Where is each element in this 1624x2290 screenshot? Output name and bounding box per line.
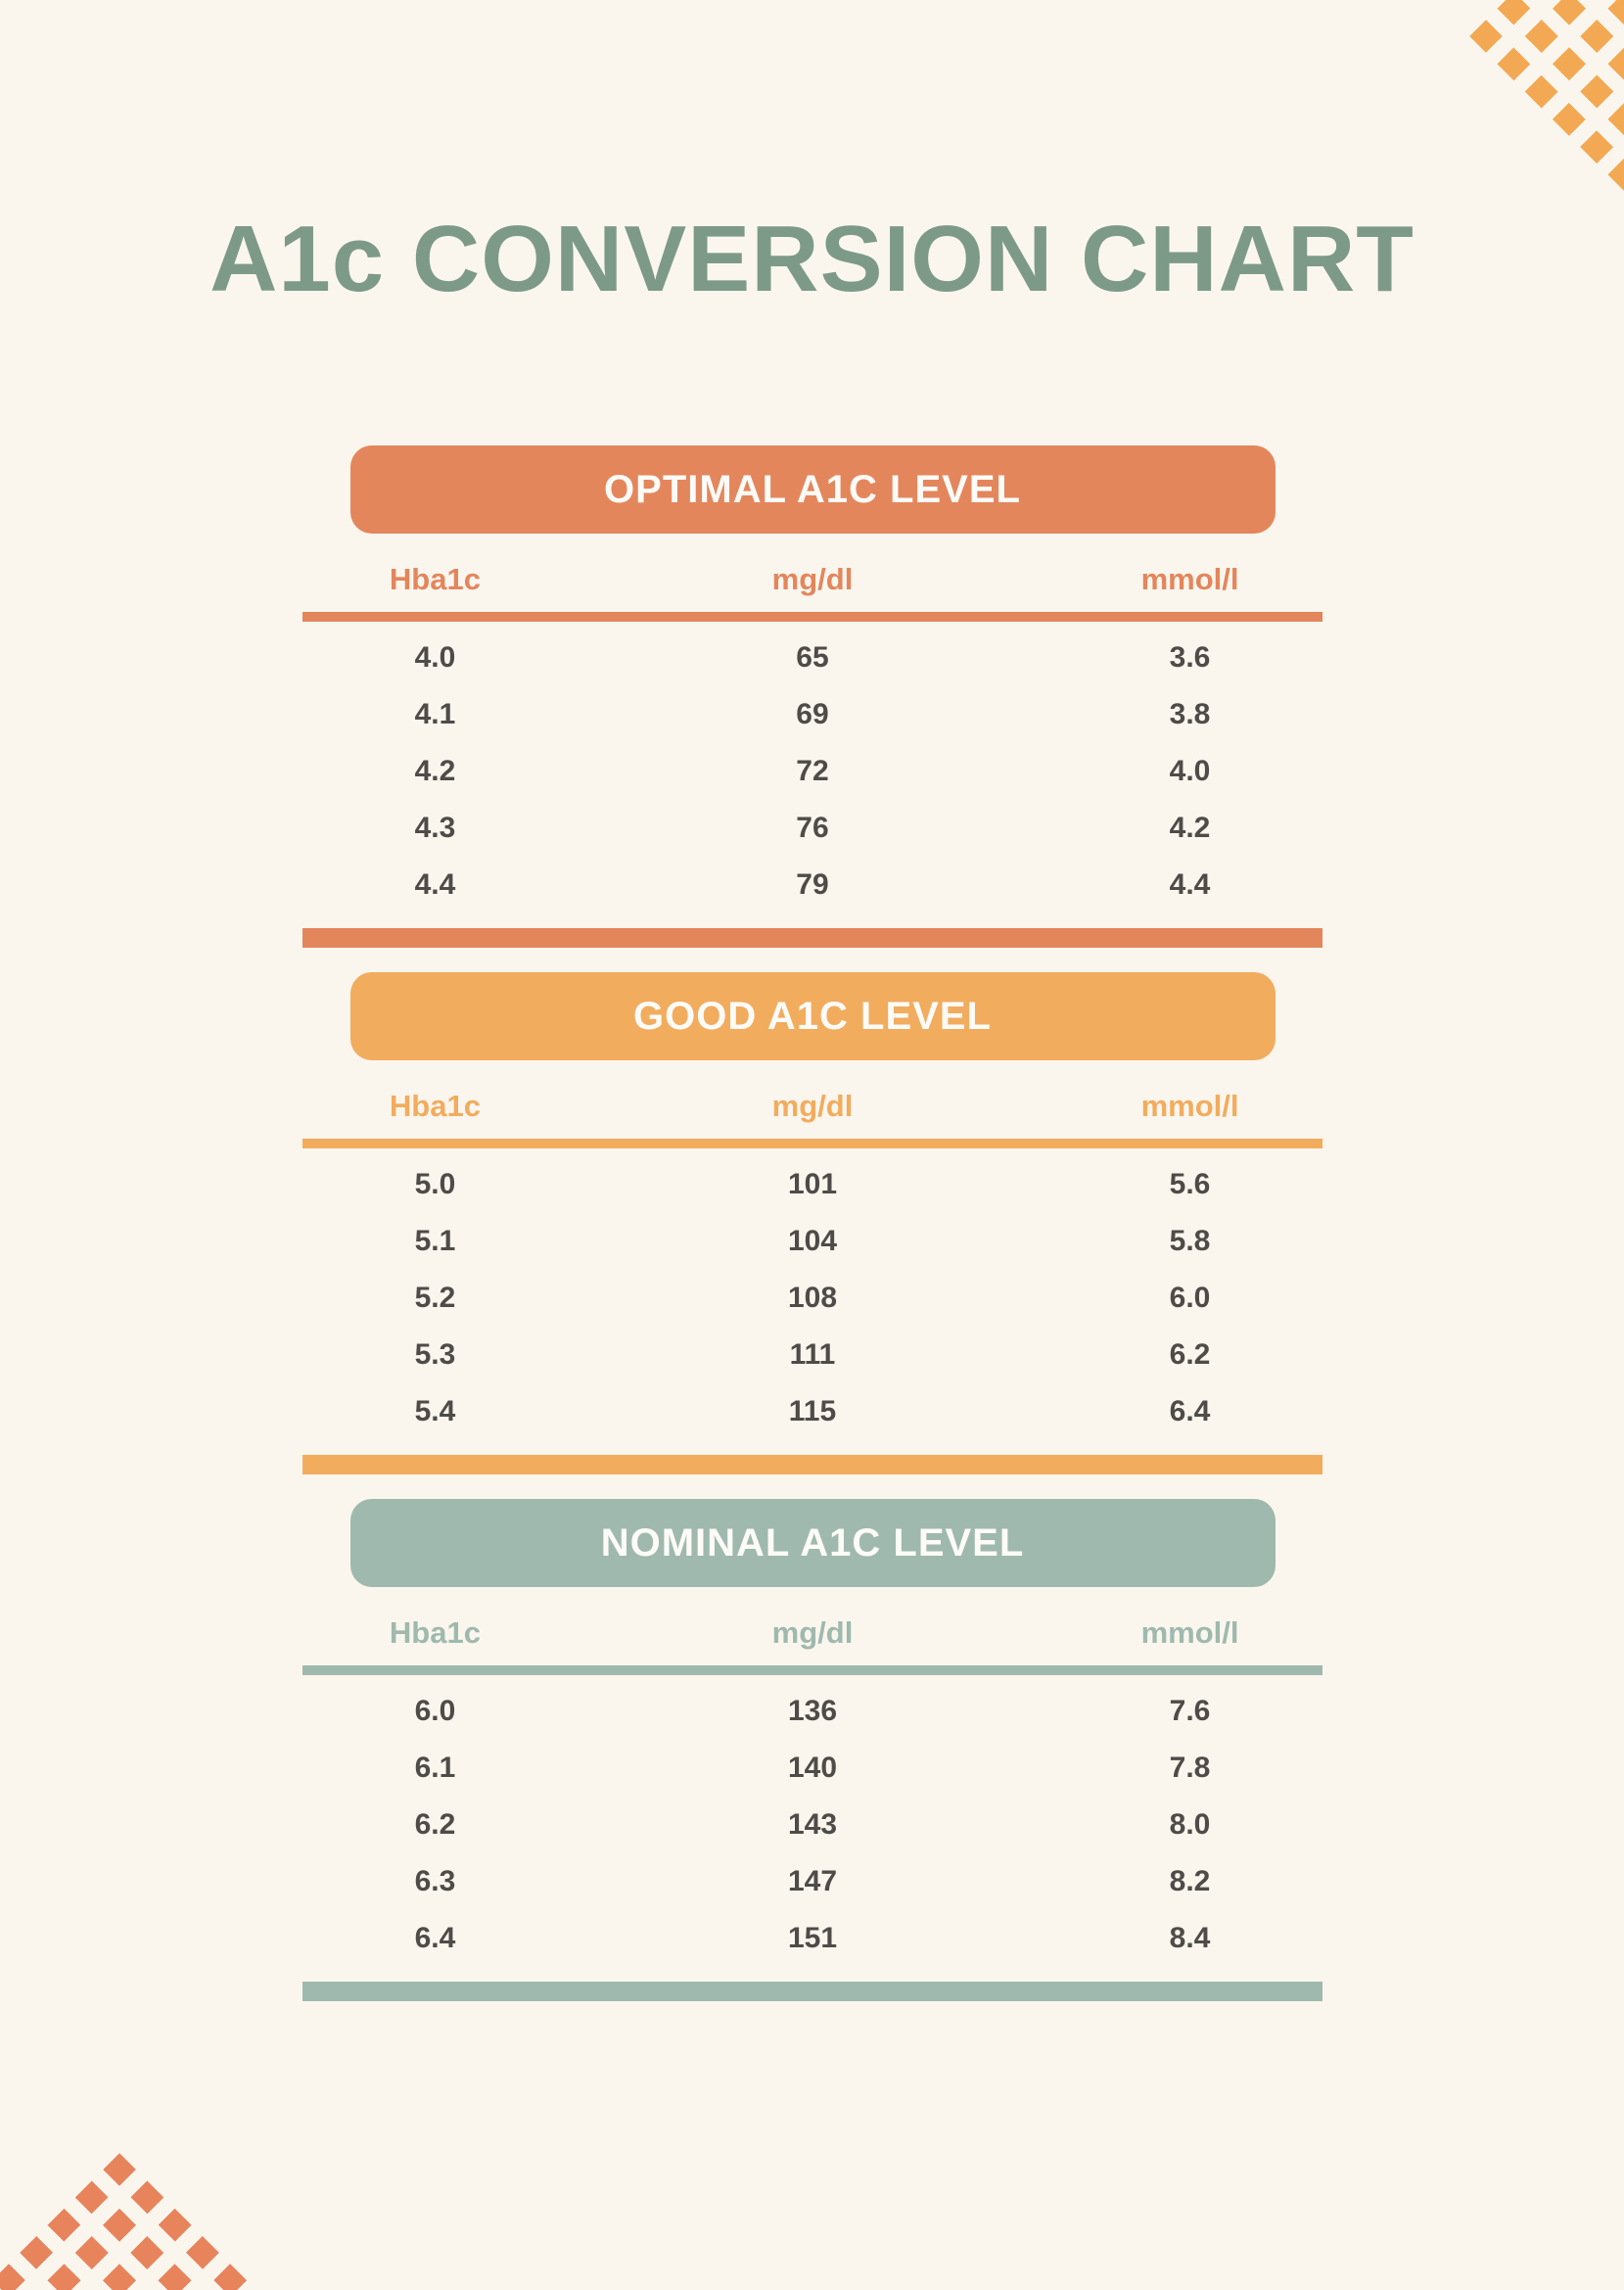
cell-mmoll: 8.2: [1169, 1865, 1211, 1897]
cell-mgdl: 115: [788, 1395, 837, 1427]
cell-hba1c: 4.1: [414, 698, 456, 730]
column-header-mmoll: mmol/l: [1140, 1615, 1239, 1650]
cell-hba1c: 6.3: [414, 1865, 456, 1897]
cell-mmoll: 7.6: [1169, 1695, 1211, 1727]
cell-mgdl: 108: [787, 1282, 838, 1314]
table-row: 4.0 65 3.6: [302, 630, 1322, 686]
cell-hba1c: 4.0: [414, 641, 456, 674]
cell-mgdl: 79: [796, 868, 829, 901]
cell-hba1c: 6.2: [414, 1808, 456, 1841]
cell-mmoll: 8.0: [1169, 1808, 1211, 1841]
table-row: 6.4 151 8.4: [302, 1910, 1322, 1967]
table-row: 5.3 111 6.2: [302, 1327, 1322, 1383]
cell-mgdl: 151: [787, 1922, 838, 1954]
table-body: 6.0 136 7.6 6.1 140 7.8 6.2 143 8.0 6.3 …: [302, 1675, 1322, 1975]
table-row: 5.2 108 6.0: [302, 1270, 1322, 1327]
cell-mmoll: 3.8: [1169, 698, 1211, 730]
cell-mmoll: 7.8: [1169, 1752, 1211, 1784]
cell-hba1c: 5.2: [414, 1282, 456, 1314]
table-row: 5.0 101 5.6: [302, 1156, 1322, 1213]
table-row: 4.2 72 4.0: [302, 743, 1322, 800]
column-header-hba1c: Hba1c: [389, 1615, 481, 1650]
diamond-pattern-bottom-left: [0, 2153, 330, 2290]
cell-mmoll: 3.6: [1169, 641, 1211, 674]
column-header-mgdl: mg/dl: [771, 562, 854, 596]
cell-hba1c: 4.4: [414, 868, 456, 901]
table-row: 6.3 147 8.2: [302, 1853, 1322, 1910]
cell-mmoll: 4.2: [1169, 812, 1211, 844]
section-bottom-bar: [302, 1982, 1322, 2001]
cell-mmoll: 6.0: [1169, 1282, 1211, 1314]
cell-mgdl: 111: [789, 1338, 836, 1371]
cell-mgdl: 147: [787, 1865, 838, 1897]
cell-hba1c: 6.0: [414, 1695, 456, 1727]
cell-hba1c: 4.3: [414, 812, 456, 844]
header-divider: [302, 612, 1322, 622]
cell-hba1c: 5.1: [414, 1225, 456, 1257]
cell-mgdl: 101: [787, 1168, 838, 1200]
column-header-row: Hba1c mg/dl mmol/l: [302, 547, 1322, 612]
cell-hba1c: 4.2: [414, 755, 456, 787]
cell-hba1c: 5.4: [414, 1395, 456, 1427]
table-row: 4.1 69 3.8: [302, 686, 1322, 743]
cell-mgdl: 69: [796, 698, 829, 730]
table-row: 6.2 143 8.0: [302, 1797, 1322, 1853]
cell-mgdl: 143: [787, 1808, 838, 1841]
cell-mmoll: 4.0: [1169, 755, 1211, 787]
column-header-hba1c: Hba1c: [389, 1089, 481, 1123]
section-title-pill: OPTIMAL A1C LEVEL: [349, 445, 1276, 534]
header-divider: [302, 1665, 1322, 1675]
cell-hba1c: 6.4: [414, 1922, 456, 1954]
table-row: 5.1 104 5.8: [302, 1213, 1322, 1270]
section-title: OPTIMAL A1C LEVEL: [604, 467, 1021, 511]
column-header-mgdl: mg/dl: [771, 1089, 854, 1123]
cell-mmoll: 6.4: [1169, 1395, 1211, 1427]
section-good-a1c-level: GOOD A1C LEVEL Hba1c mg/dl mmol/l 5.0 10…: [302, 972, 1322, 1474]
table-row: 4.4 79 4.4: [302, 857, 1322, 913]
conversion-tables: OPTIMAL A1C LEVEL Hba1c mg/dl mmol/l 4.0…: [302, 445, 1322, 2026]
section-nominal-a1c-level: NOMINAL A1C LEVEL Hba1c mg/dl mmol/l 6.0…: [302, 1499, 1322, 2001]
cell-hba1c: 5.3: [414, 1338, 456, 1371]
page-title: A1c CONVERSION CHART: [209, 207, 1415, 311]
section-title: GOOD A1C LEVEL: [633, 994, 992, 1038]
section-title-pill: NOMINAL A1C LEVEL: [349, 1499, 1276, 1587]
table-row: 5.4 115 6.4: [302, 1383, 1322, 1440]
section-bottom-bar: [302, 1455, 1322, 1474]
cell-mmoll: 4.4: [1169, 868, 1211, 901]
cell-mgdl: 140: [787, 1752, 838, 1784]
table-body: 5.0 101 5.6 5.1 104 5.8 5.2 108 6.0 5.3 …: [302, 1148, 1322, 1448]
table-row: 6.1 140 7.8: [302, 1740, 1322, 1797]
column-header-row: Hba1c mg/dl mmol/l: [302, 1601, 1322, 1665]
cell-mgdl: 65: [796, 641, 829, 674]
cell-mmoll: 8.4: [1169, 1922, 1211, 1954]
column-header-mmoll: mmol/l: [1140, 1089, 1239, 1123]
cell-mgdl: 72: [796, 755, 829, 787]
table-body: 4.0 65 3.6 4.1 69 3.8 4.2 72 4.0 4.3 76: [302, 622, 1322, 921]
section-title: NOMINAL A1C LEVEL: [600, 1520, 1025, 1565]
cell-mmoll: 6.2: [1169, 1338, 1211, 1371]
cell-mgdl: 76: [796, 812, 829, 844]
column-header-mmoll: mmol/l: [1140, 562, 1239, 596]
column-header-mgdl: mg/dl: [771, 1615, 854, 1650]
header-divider: [302, 1139, 1322, 1148]
column-header-hba1c: Hba1c: [389, 562, 481, 596]
cell-mgdl: 104: [787, 1225, 838, 1257]
section-bottom-bar: [302, 928, 1322, 948]
table-row: 6.0 136 7.6: [302, 1683, 1322, 1740]
cell-mmoll: 5.6: [1169, 1168, 1211, 1200]
cell-mgdl: 136: [787, 1695, 838, 1727]
cell-hba1c: 5.0: [414, 1168, 456, 1200]
column-header-row: Hba1c mg/dl mmol/l: [302, 1074, 1322, 1139]
cell-hba1c: 6.1: [414, 1752, 456, 1784]
section-optimal-a1c-level: OPTIMAL A1C LEVEL Hba1c mg/dl mmol/l 4.0…: [302, 445, 1322, 948]
section-title-pill: GOOD A1C LEVEL: [349, 972, 1276, 1060]
table-row: 4.3 76 4.2: [302, 800, 1322, 857]
cell-mmoll: 5.8: [1169, 1225, 1211, 1257]
